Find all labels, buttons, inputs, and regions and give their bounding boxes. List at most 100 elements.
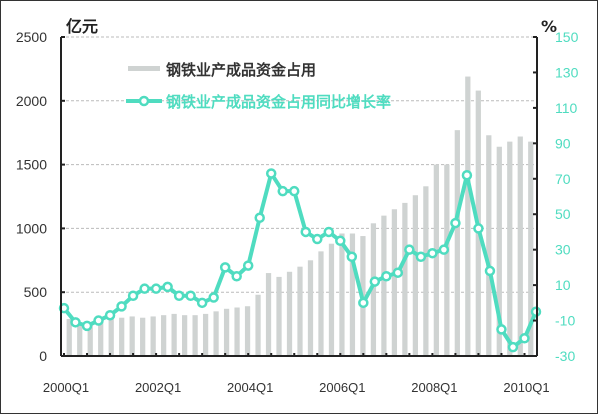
x-tick-label: 2004Q1 <box>227 380 273 395</box>
bar <box>213 311 219 356</box>
data-point-marker <box>185 290 196 301</box>
left-unit-label: 亿元 <box>66 17 98 36</box>
bar <box>150 316 156 356</box>
bar <box>412 195 418 356</box>
data-point-marker <box>392 267 404 278</box>
data-point-marker <box>415 251 427 263</box>
left-tick-label: 1500 <box>16 157 47 173</box>
data-point-marker <box>139 283 150 294</box>
bar <box>496 146 502 356</box>
right-tick-label: 110 <box>555 100 578 116</box>
right-tick-label: 30 <box>555 242 571 258</box>
data-point-marker <box>369 276 381 287</box>
bar <box>161 315 167 356</box>
bar <box>119 317 125 356</box>
bar <box>328 243 335 356</box>
data-point-marker <box>277 185 288 197</box>
data-point-marker <box>300 226 312 238</box>
bar <box>182 315 188 356</box>
data-point-marker <box>438 244 450 255</box>
data-point-marker <box>254 212 265 224</box>
data-point-marker <box>404 244 415 255</box>
data-point-marker <box>173 290 185 301</box>
data-point-marker <box>265 168 277 179</box>
data-point-marker <box>93 315 104 326</box>
data-point-marker <box>242 260 254 271</box>
data-point-marker <box>346 251 358 263</box>
bar <box>286 271 293 356</box>
right-tick-label: -30 <box>555 348 575 364</box>
bar <box>517 136 523 356</box>
bar <box>77 322 83 356</box>
data-point-marker <box>150 283 162 294</box>
left-tick-label: 1000 <box>16 220 47 236</box>
bar <box>171 313 177 356</box>
bar <box>402 202 408 356</box>
bar <box>454 130 460 356</box>
bar <box>66 318 72 356</box>
bar <box>192 315 198 356</box>
right-tick-label: -10 <box>555 313 575 329</box>
data-point-marker <box>507 341 519 353</box>
data-point-marker <box>323 226 335 238</box>
right-tick-label: 10 <box>555 277 571 293</box>
left-tick-label: 0 <box>39 348 47 364</box>
data-point-marker <box>496 324 507 335</box>
bar <box>486 135 492 356</box>
right-tick-label: 90 <box>555 135 571 151</box>
right-unit-label: % <box>541 17 557 36</box>
right-tick-label: 150 <box>555 29 579 45</box>
data-point-marker <box>219 262 231 273</box>
bar <box>318 251 324 356</box>
bar <box>255 294 261 356</box>
bar <box>108 318 114 356</box>
left-tick-label: 2000 <box>16 93 47 109</box>
bar <box>339 233 345 356</box>
data-point-marker <box>208 292 219 303</box>
bar <box>234 307 240 356</box>
bar <box>528 141 534 356</box>
data-point-marker <box>335 235 346 247</box>
bar <box>98 321 104 356</box>
right-tick-label: 130 <box>555 64 579 80</box>
legend-bar-swatch <box>128 66 160 71</box>
bar <box>140 317 146 356</box>
bar <box>381 215 387 356</box>
x-tick-label: 2000Q1 <box>43 380 89 395</box>
data-point-marker <box>461 169 473 181</box>
bar <box>202 313 209 356</box>
bar <box>370 223 377 356</box>
data-point-marker <box>381 271 392 282</box>
data-point-marker <box>473 223 484 234</box>
x-tick-label: 2002Q1 <box>135 380 181 395</box>
data-point-marker <box>81 320 93 332</box>
data-point-marker <box>162 281 173 293</box>
data-point-marker <box>450 217 461 229</box>
data-point-marker <box>358 297 369 309</box>
data-point-marker <box>288 185 300 197</box>
legend-bar-label: 钢铁业产成品资金占用 <box>166 61 316 79</box>
bar <box>87 324 93 356</box>
bar <box>391 209 398 356</box>
bar <box>307 260 314 356</box>
data-point-marker <box>427 247 438 259</box>
bar <box>223 308 230 356</box>
data-point-marker <box>196 297 208 309</box>
bar <box>244 306 251 356</box>
left-tick-label: 500 <box>24 284 48 300</box>
bar <box>444 164 450 356</box>
data-point-marker <box>484 265 496 277</box>
bar <box>433 164 439 356</box>
left-tick-label: 2500 <box>16 29 47 45</box>
data-point-marker <box>104 309 116 321</box>
bar <box>297 266 303 356</box>
bar <box>276 276 282 356</box>
data-point-marker <box>519 333 530 344</box>
bar <box>265 273 272 356</box>
bar <box>507 141 513 356</box>
right-tick-label: 70 <box>555 171 571 187</box>
data-point-marker <box>70 317 81 328</box>
bar <box>465 76 471 356</box>
